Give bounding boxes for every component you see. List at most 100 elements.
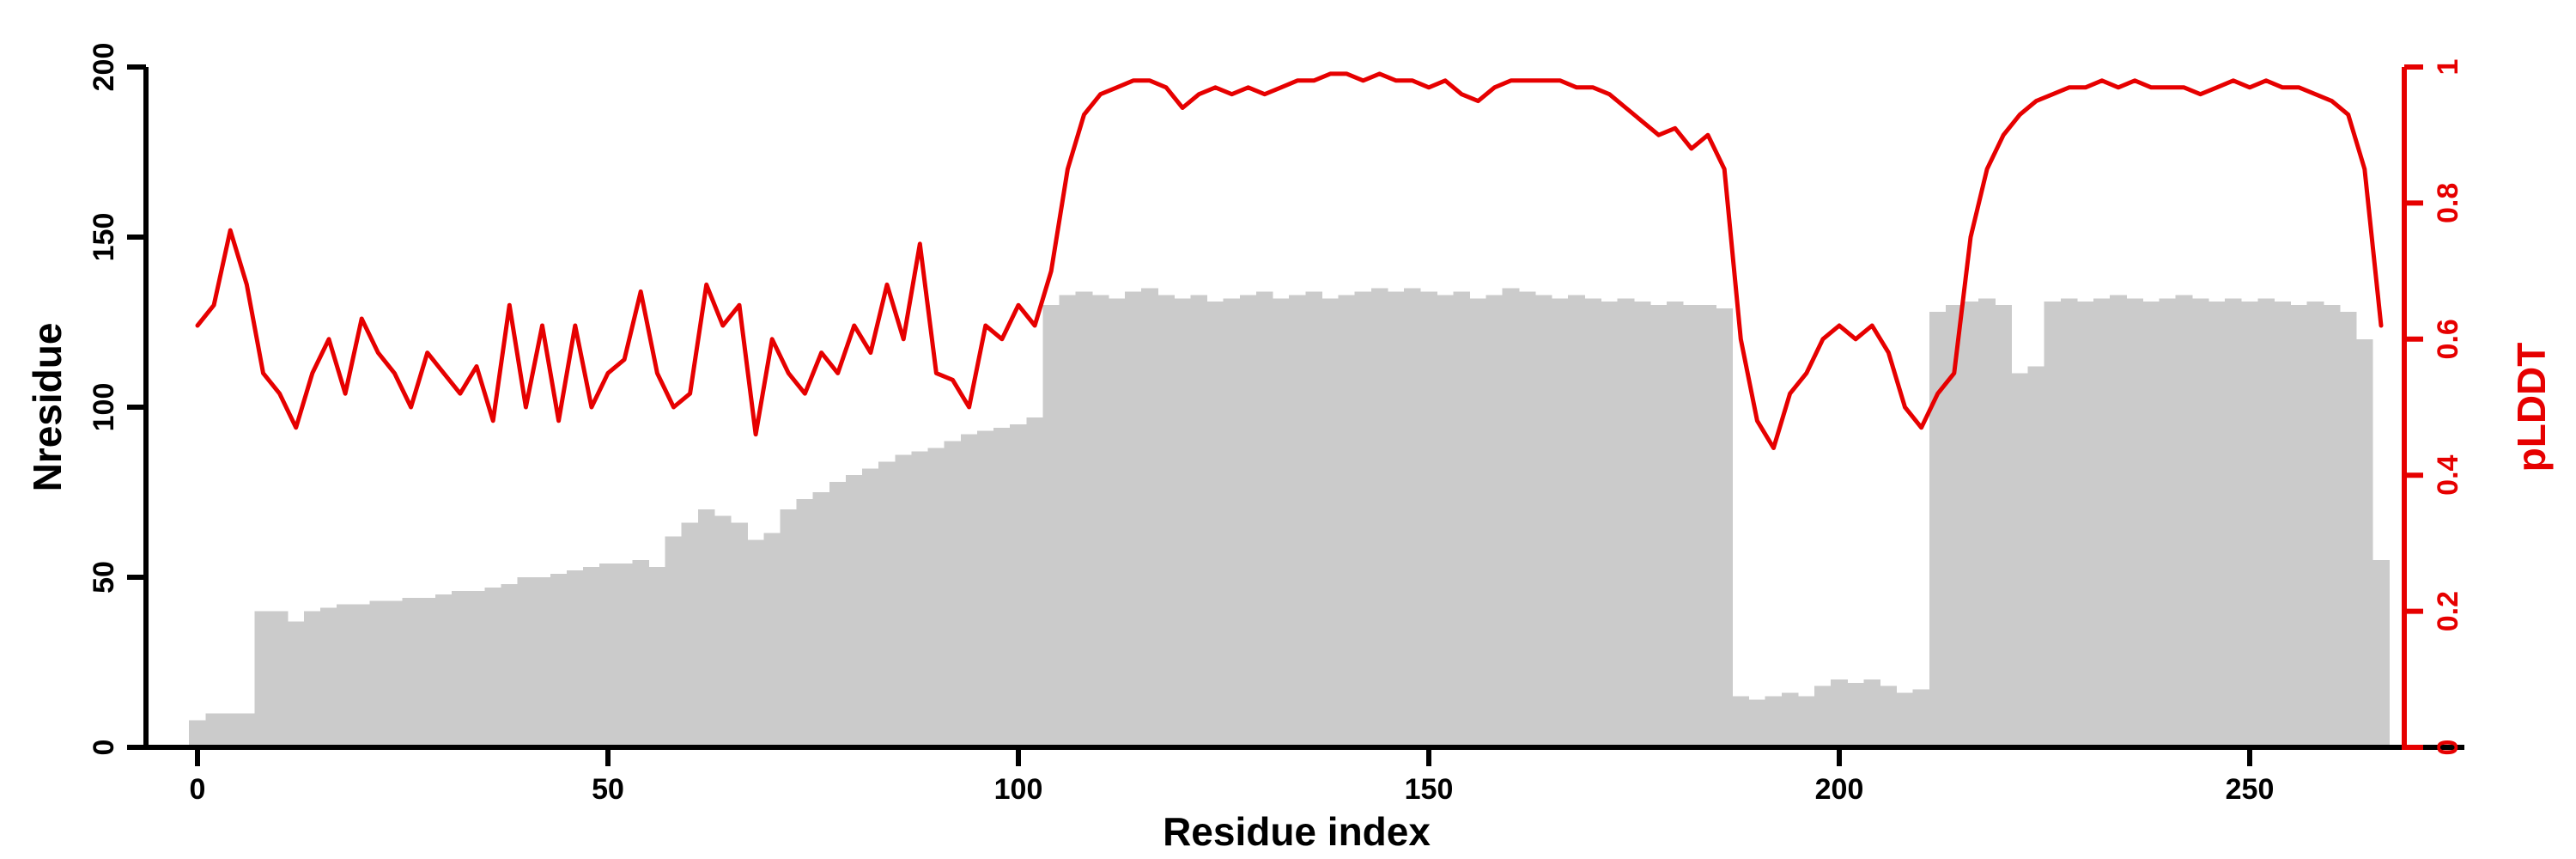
nresidue-bar: [418, 597, 436, 747]
x-axis-tick-label: 50: [592, 773, 624, 806]
nresidue-bar: [1518, 291, 1536, 747]
nresidue-bar: [1206, 302, 1224, 747]
nresidue-bar: [1896, 692, 1914, 747]
nresidue-bar: [1370, 288, 1388, 747]
x-axis-tick-label: 150: [1405, 773, 1454, 806]
nresidue-bar: [1552, 298, 1569, 747]
nresidue-bar: [1469, 298, 1487, 747]
nresidue-bar: [238, 713, 256, 747]
nresidue-bar: [648, 567, 666, 747]
x-axis-tick-label: 0: [190, 773, 206, 806]
nresidue-bar: [2027, 366, 2045, 747]
nresidue-bar: [533, 577, 551, 747]
nresidue-bar: [1042, 305, 1060, 747]
right-axis-tick-label: 1: [2432, 59, 2464, 76]
left-axis-tick-label: 150: [88, 213, 120, 262]
nresidue-bar: [780, 509, 798, 747]
nresidue-bar: [599, 564, 617, 747]
x-axis-tick-label: 250: [2226, 773, 2275, 806]
nresidue-bar: [386, 600, 404, 747]
nresidue-bar: [320, 607, 337, 747]
nresidue-bar: [2175, 295, 2193, 747]
right-axis-title: pLDDT: [2509, 342, 2554, 472]
nresidue-bar: [1929, 312, 1947, 747]
nresidue-bar: [993, 427, 1011, 747]
nresidue-bar: [1912, 689, 1930, 747]
nresidue-bar: [1716, 308, 1733, 747]
nresidue-bar: [2323, 305, 2341, 747]
nresidue-bar: [632, 560, 650, 747]
left-axis-tick-label: 0: [88, 740, 120, 756]
nresidue-bar: [1338, 295, 1356, 747]
nresidue-bar: [1962, 302, 1979, 747]
nresidue-bar: [1946, 305, 1963, 747]
nresidue-bar: [1847, 682, 1864, 747]
left-axis-tick-label: 200: [88, 43, 120, 92]
nresidue-bar: [1273, 298, 1290, 747]
nresidue-bar: [287, 621, 305, 747]
nresidue-bar: [812, 492, 830, 747]
right-axis-tick-label: 0.6: [2432, 319, 2464, 359]
nresidue-bar: [1978, 298, 1996, 747]
nresidue-bar: [2306, 302, 2324, 747]
left-axis-tick-label: 50: [88, 561, 120, 594]
nresidue-bar: [1157, 295, 1175, 747]
nresidue-bar: [1075, 291, 1093, 747]
nresidue-bar: [1305, 291, 1322, 747]
nresidue-bar: [862, 468, 879, 747]
right-axis-tick-label: 0.8: [2432, 183, 2464, 223]
nresidue-bar: [1321, 298, 1340, 747]
nresidue-bar: [681, 522, 699, 747]
nresidue-bar: [2356, 338, 2373, 747]
nresidue-bar: [1453, 291, 1471, 747]
nresidue-bar: [1666, 302, 1684, 747]
nresidue-bar: [583, 567, 600, 747]
nresidue-bar: [1617, 298, 1635, 747]
x-axis-tick-label: 100: [994, 773, 1043, 806]
nresidue-bar: [1831, 679, 1848, 747]
nresidue-bar: [960, 434, 978, 747]
nresidue-bar: [1568, 295, 1585, 747]
nresidue-bar: [1732, 696, 1750, 747]
nresidue-bar: [747, 539, 764, 747]
nresidue-bar: [1535, 295, 1552, 747]
nresidue-bar: [434, 594, 453, 747]
nresidue-bar: [2257, 298, 2275, 747]
nresidue-bar: [1683, 305, 1700, 747]
nresidue-bar: [1125, 291, 1142, 747]
nresidue-bar: [796, 498, 814, 747]
nresidue-bar: [1437, 295, 1454, 747]
nresidue-bar: [1485, 295, 1504, 747]
nresidue-bar: [2076, 302, 2094, 747]
nresidue-bar: [1649, 305, 1668, 747]
nresidue-bar: [1781, 692, 1799, 747]
right-axis-tick-label: 0: [2432, 740, 2464, 756]
nresidue-bar: [697, 509, 715, 747]
nresidue-bar: [550, 574, 568, 747]
nresidue-bar: [2208, 302, 2226, 747]
nresidue-bar: [2060, 298, 2078, 747]
right-axis-tick-label: 0.2: [2432, 591, 2464, 631]
nresidue-bar: [1354, 291, 1372, 747]
nresidue-bar: [222, 713, 240, 747]
nresidue-bar: [1108, 298, 1126, 747]
nresidue-bar: [2191, 298, 2209, 747]
nresidue-bar: [1010, 423, 1027, 747]
nresidue-bar: [1190, 295, 1208, 747]
nresidue-bar: [189, 720, 206, 747]
nresidue-bar: [1091, 295, 1109, 747]
right-axis-tick-label: 0.4: [2432, 454, 2464, 495]
nresidue-bar: [1601, 302, 1619, 747]
nresidue-bar: [566, 570, 584, 747]
nresidue-bar: [2225, 298, 2242, 747]
nresidue-bar: [353, 604, 370, 747]
nresidue-bar: [1059, 295, 1077, 747]
nresidue-bar: [484, 587, 501, 747]
nresidue-bar: [402, 597, 420, 747]
nresidue-bar: [1289, 295, 1306, 747]
nresidue-bar: [517, 577, 535, 747]
nresidue-bar: [911, 451, 929, 747]
nresidue-bar: [501, 583, 519, 747]
nresidue-bar: [2011, 373, 2029, 747]
